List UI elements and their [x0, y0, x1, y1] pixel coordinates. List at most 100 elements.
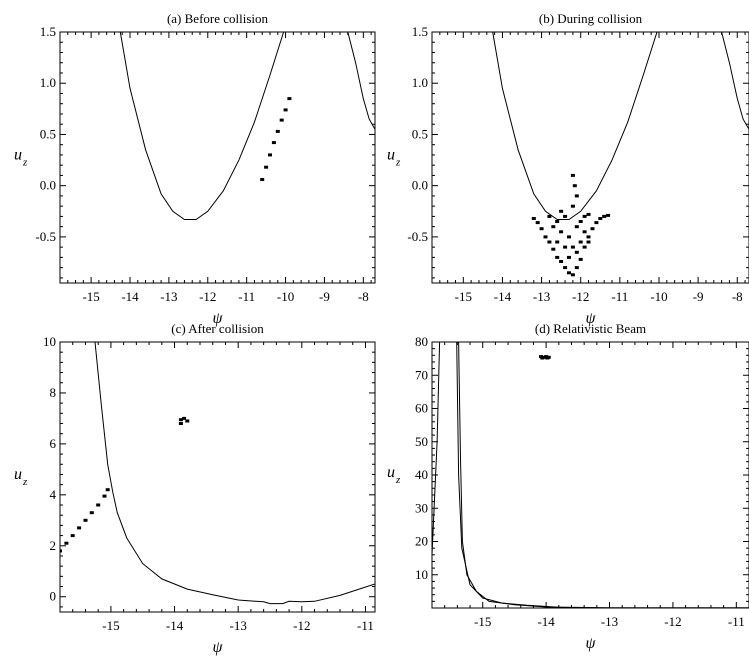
data-point [606, 213, 611, 217]
data-point [60, 549, 62, 553]
data-point [555, 240, 560, 244]
x-axis-label: ψ [213, 310, 224, 327]
data-point [574, 250, 579, 254]
data-point [70, 534, 75, 538]
data-point [279, 118, 284, 122]
data-point [570, 273, 575, 277]
panels: (a) Before collision -15 -14 -13 -12 -11 -10 -9… [14, 11, 749, 656]
data-point [567, 235, 571, 239]
data-point [555, 220, 560, 223]
data-point [582, 230, 587, 234]
y-tick-label: 4 [50, 487, 57, 502]
plot-frame [59, 341, 376, 613]
data-layer [60, 342, 375, 605]
y-axis-label-subscript: z [395, 474, 401, 486]
y-tick-label: -0.5 [35, 229, 56, 244]
data-point [594, 221, 599, 225]
y-tick-label: 0.5 [40, 126, 56, 141]
data-point [598, 217, 603, 220]
data-point [586, 240, 591, 244]
data-point [96, 503, 101, 507]
data-point [570, 173, 575, 177]
data-point [185, 419, 190, 423]
y-tick-label: 2 [50, 538, 57, 553]
x-tick-label: -15 [474, 614, 491, 629]
series-line [458, 342, 749, 608]
panel-title: (a) Before collision [167, 11, 269, 26]
data-point [567, 271, 571, 275]
x-tick-label: -8 [732, 289, 743, 304]
data-point [578, 220, 583, 223]
plot-frame [431, 341, 749, 609]
x-tick-label: -11 [611, 289, 628, 304]
data-point [559, 260, 564, 263]
data-point [547, 240, 552, 244]
x-tick-label: -12 [572, 289, 589, 304]
x-tick-label: -15 [82, 289, 99, 304]
y-axis-label: u [387, 147, 395, 164]
y-tick-label: 6 [50, 436, 57, 451]
y-tick-label: 0.0 [40, 178, 56, 193]
x-tick-label: -14 [121, 289, 139, 304]
x-axis-label: ψ [586, 635, 597, 652]
x-tick-label: -10 [650, 289, 667, 304]
y-tick-label: 8 [50, 385, 57, 400]
data-point [602, 214, 607, 218]
data-point [264, 165, 269, 169]
data-point [551, 247, 556, 251]
panel-a: (a) Before collision -15 -14 -13 -12 -11 -10 -9… [14, 11, 376, 327]
x-axis-label: ψ [586, 310, 597, 327]
y-axis-label: u [14, 466, 22, 483]
x-tick-label: -13 [160, 289, 177, 304]
x-tick-label: -15 [102, 618, 119, 633]
x-tick-label: -11 [728, 614, 745, 629]
series-line [456, 342, 559, 608]
data-layer [119, 32, 375, 220]
y-tick-label: 60 [415, 401, 428, 416]
data-point [590, 227, 595, 231]
y-axis-label-subscript: z [22, 476, 28, 488]
panel-title: (d) Relativistic Beam [535, 321, 646, 336]
y-tick-label: 1.5 [40, 24, 56, 39]
data-point [531, 217, 536, 220]
data-point [578, 257, 583, 261]
data-point [574, 225, 579, 229]
x-tick-label: -14 [537, 614, 555, 629]
series-line [721, 32, 749, 130]
x-tick-label: -11 [238, 289, 255, 304]
y-tick-label: 0 [50, 589, 57, 604]
data-point [582, 245, 587, 249]
y-axis-label: u [387, 464, 395, 481]
y-tick-label: 1.5 [412, 24, 428, 39]
x-tick-label: -9 [319, 289, 330, 304]
y-tick-label: -0.5 [407, 229, 428, 244]
data-point [64, 541, 69, 545]
y-tick-label: 1.0 [412, 75, 428, 90]
x-tick-label: -12 [664, 614, 681, 629]
y-tick-label: 80 [415, 334, 428, 349]
data-layer [432, 342, 749, 608]
data-point [570, 204, 575, 208]
data-point [574, 194, 579, 198]
y-tick-label: 0.5 [412, 126, 428, 141]
y-axis-label: u [14, 147, 22, 164]
y-axis-label-subscript: z [22, 157, 28, 169]
x-tick-label: -13 [601, 614, 618, 629]
data-point [547, 214, 552, 218]
data-point [578, 240, 583, 244]
panel-b: (b) During collision -15 -14 -13 -12 -11 -10 -9… [387, 11, 749, 327]
data-point [539, 227, 544, 231]
data-point [545, 356, 550, 360]
y-tick-label: 0.0 [412, 178, 428, 193]
data-point [268, 153, 272, 157]
panel-d: (d) Relativistic Beam -15 -14 -13 -12 -11 10 20… [387, 321, 749, 652]
series-line [492, 32, 658, 220]
y-tick-label: 50 [415, 434, 428, 449]
data-point [89, 511, 94, 515]
data-point [260, 178, 265, 181]
series-line [347, 32, 375, 130]
data-point [563, 214, 568, 218]
panel-title: (b) During collision [539, 11, 643, 26]
data-point [563, 266, 568, 270]
data-point [551, 225, 556, 229]
